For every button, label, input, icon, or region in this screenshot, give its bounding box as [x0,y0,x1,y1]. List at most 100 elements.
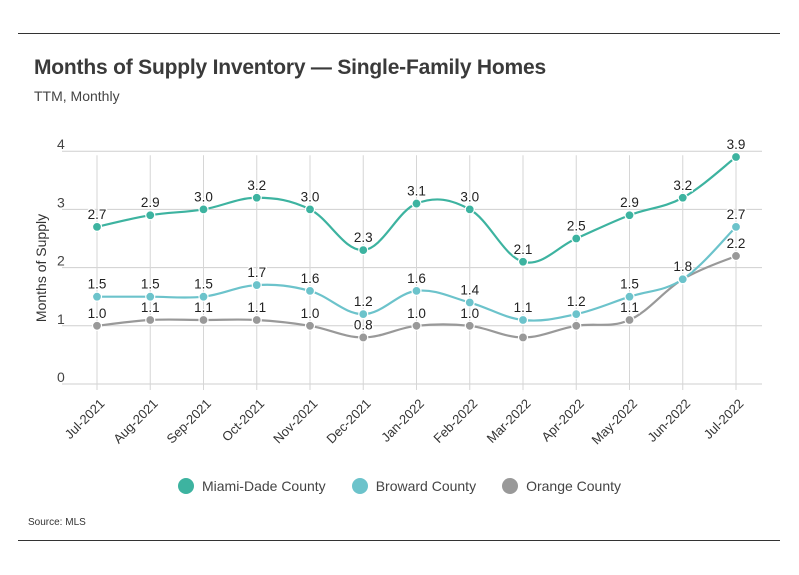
data-label-miami-dade: 2.9 [141,195,160,210]
data-point-broward [571,309,582,320]
data-point-orange [464,320,475,331]
data-point-miami-dade [145,210,156,221]
y-axis-label: Months of Supply [33,214,49,322]
x-tick-label: Jul-2021 [62,396,108,442]
x-tick-label: Apr-2022 [538,396,586,444]
legend-swatch-broward [351,478,368,494]
data-point-broward [464,297,475,308]
data-label-orange: 1.0 [301,306,320,321]
data-label-miami-dade: 2.1 [514,242,533,257]
y-tick-label: 2 [57,253,65,269]
data-point-broward [730,221,742,232]
data-point-broward [358,309,369,320]
data-label-miami-dade: 3.2 [247,178,266,193]
data-label-broward: 1.8 [673,259,692,274]
data-point-orange [624,314,635,326]
data-label-miami-dade: 3.0 [301,189,320,204]
data-point-broward [91,291,103,302]
data-label-miami-dade: 3.1 [407,184,426,199]
bottom-rule [18,540,780,541]
data-label-orange: 1.0 [460,306,479,321]
data-label-orange: 1.1 [620,300,639,315]
data-label-broward: 1.2 [354,294,373,309]
data-point-orange [411,320,422,331]
data-label-orange: 2.2 [727,236,746,251]
legend-item-orange[interactable]: Orange County [502,478,621,494]
data-point-orange [198,314,209,326]
data-point-miami-dade [91,221,103,232]
data-point-broward [624,291,635,302]
data-label-broward: 1.1 [514,300,533,315]
x-tick-label: Aug-2021 [110,396,160,446]
data-label-orange: 1.1 [194,300,213,315]
data-point-miami-dade [517,256,529,267]
x-tick-label: Sep-2021 [164,396,214,446]
data-point-miami-dade [198,204,209,215]
data-label-miami-dade: 2.3 [354,230,373,245]
data-point-broward [411,285,422,296]
data-point-broward [145,291,156,302]
data-label-broward: 1.5 [620,277,639,292]
data-label-broward: 1.5 [141,277,160,292]
data-label-orange: 1.1 [247,300,266,315]
x-tick-label: Dec-2021 [323,396,373,446]
data-point-miami-dade [624,210,635,221]
data-point-miami-dade [464,204,475,215]
data-label-broward: 1.5 [194,277,213,292]
data-point-orange [91,320,103,331]
x-tick-label: Oct-2021 [219,396,267,444]
data-label-miami-dade: 3.0 [460,189,479,204]
data-point-miami-dade [677,192,688,203]
data-label-broward: 1.7 [247,265,266,280]
data-label-orange: 1.0 [407,306,426,321]
chart-legend: Miami-Dade County Broward County Orange … [0,478,799,494]
data-label-orange: 1.0 [88,306,107,321]
data-point-orange [358,332,369,343]
legend-swatch-orange [502,478,519,494]
y-tick-label: 1 [57,311,65,327]
x-tick-label: May-2022 [589,396,640,447]
x-tick-label: Feb-2022 [430,396,480,446]
data-label-miami-dade: 3.0 [194,189,213,204]
data-label-orange: 0.8 [354,317,373,332]
chart-subtitle: TTM, Monthly [34,88,120,104]
y-tick-label: 3 [57,194,65,210]
data-point-broward [677,274,688,285]
data-point-orange [517,332,529,343]
data-label-broward: 1.4 [460,283,479,298]
top-rule [18,33,780,34]
data-label-broward: 1.6 [407,271,426,286]
data-label-broward: 2.7 [727,207,746,222]
legend-label-broward: Broward County [375,478,477,494]
data-point-orange [571,320,582,331]
data-label-miami-dade: 2.5 [567,219,586,234]
data-label-broward: 1.5 [88,277,107,292]
legend-item-broward[interactable]: Broward County [351,478,477,494]
data-point-orange [251,314,262,326]
legend-swatch-miami-dade [177,478,194,494]
data-point-miami-dade [730,151,742,163]
x-tick-label: Jan-2022 [378,396,427,445]
data-label-miami-dade: 3.9 [727,137,746,152]
x-tick-label: Jul-2022 [701,396,747,442]
data-point-broward [517,314,529,326]
data-point-miami-dade [304,204,316,215]
legend-label-miami-dade: Miami-Dade County [201,478,326,494]
chart-title: Months of Supply Inventory — Single-Fami… [34,56,546,79]
legend-item-miami-dade[interactable]: Miami-Dade County [177,478,326,494]
data-label-broward: 1.6 [301,271,320,286]
x-tick-label: Jun-2022 [644,396,693,445]
data-label-miami-dade: 2.9 [620,195,639,210]
data-label-miami-dade: 3.2 [673,178,692,193]
data-point-broward [304,285,316,296]
data-point-miami-dade [411,198,422,209]
legend-label-orange: Orange County [526,478,622,494]
data-label-orange: 1.1 [141,300,160,315]
data-point-orange [145,314,156,326]
source-note: Source: MLS [28,517,86,528]
data-point-miami-dade [251,192,262,203]
data-point-orange [730,250,742,262]
y-tick-label: 4 [57,136,65,152]
data-point-miami-dade [571,233,582,244]
